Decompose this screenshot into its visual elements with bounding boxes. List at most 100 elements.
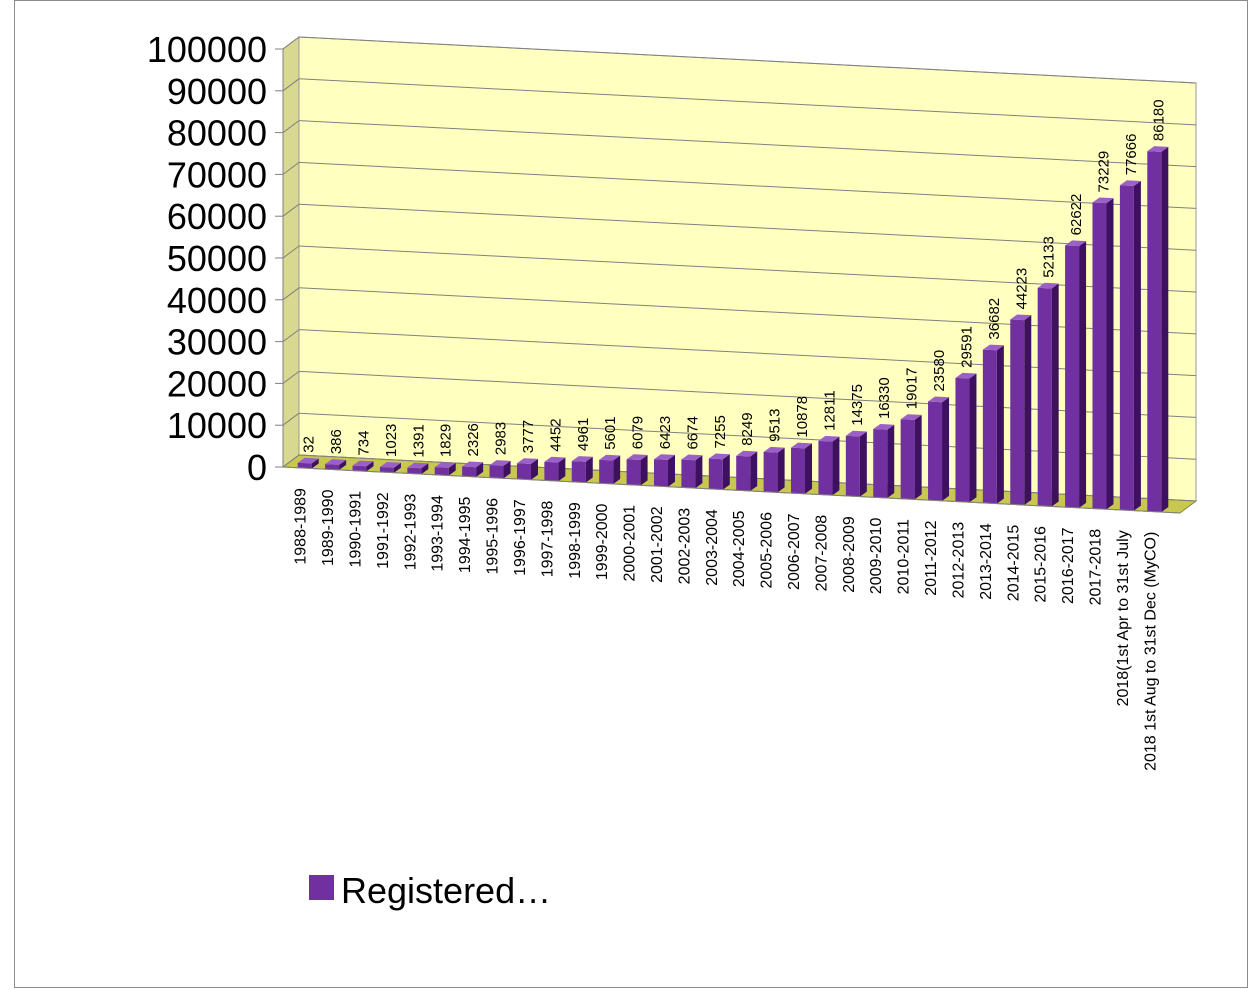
data-label: 32	[301, 436, 318, 453]
bar	[1065, 240, 1087, 508]
bar-front	[1092, 202, 1107, 510]
chart-frame: 32 386 734 1023 1391 1829 2326 2983 3777 4452 4961…	[14, 0, 1248, 988]
bar-top	[1119, 180, 1141, 187]
data-label: 52133	[1041, 236, 1058, 278]
bar-top	[379, 461, 401, 468]
bar	[708, 453, 730, 490]
bar-side	[969, 373, 977, 503]
bar-front	[845, 435, 860, 497]
data-label: 14375	[849, 384, 866, 426]
x-tick-label: 2012-2013	[950, 522, 967, 599]
bar-front	[352, 465, 367, 472]
gridline-side	[282, 36, 300, 50]
x-tick-label: 2018 1st Aug to 31st Dec (MyCO)	[1142, 532, 1159, 771]
bar-top	[900, 414, 922, 420]
data-label: 3777	[520, 420, 537, 453]
x-tick-label: 2003-2004	[704, 509, 721, 586]
bar-top	[736, 450, 758, 457]
bar	[818, 435, 840, 496]
bar-top	[955, 372, 977, 379]
bar-side	[393, 462, 401, 473]
gridline	[298, 120, 1197, 168]
bar	[653, 454, 675, 487]
bar-top	[928, 396, 950, 403]
bar-top	[873, 424, 895, 430]
bar-top	[653, 454, 675, 460]
bar-front	[571, 461, 586, 483]
x-tick-label: 2009-2010	[868, 518, 885, 595]
bar-front	[681, 459, 696, 489]
y-tick-label: 70000	[167, 154, 267, 195]
bar-front	[297, 462, 312, 469]
bar	[544, 456, 566, 482]
bar-front	[1119, 185, 1134, 511]
bar-front	[928, 401, 943, 501]
x-tick-label: 1997-1998	[539, 501, 556, 578]
bar	[516, 458, 538, 480]
x-tick-label: 2007-2008	[813, 515, 830, 592]
gridline-side	[282, 78, 300, 92]
y-tick-label: 90000	[167, 71, 267, 112]
bar-side	[558, 457, 566, 482]
bar-chart: 32 386 734 1023 1391 1829 2326 2983 3777 4452 4961…	[147, 29, 1198, 911]
bar-side	[777, 447, 785, 493]
bar	[626, 454, 648, 486]
bar-front	[653, 459, 668, 487]
bar-side	[722, 454, 730, 490]
bar-side	[832, 436, 840, 496]
bar-front	[516, 463, 531, 480]
bar-front	[407, 467, 422, 475]
bar-side	[1024, 315, 1032, 506]
bar	[763, 446, 785, 493]
bar-top	[325, 459, 347, 465]
bar-top	[516, 458, 538, 464]
bar-side	[585, 456, 593, 483]
data-label: 23580	[931, 350, 948, 392]
data-label: 86180	[1150, 99, 1167, 141]
x-tick-label: 2015-2016	[1033, 526, 1050, 603]
bar-top	[818, 435, 840, 442]
bar-top	[1147, 146, 1169, 152]
bar-top	[352, 460, 374, 467]
data-label: 6674	[684, 416, 701, 449]
gridline	[298, 36, 1197, 84]
x-tick-label: 2016-2017	[1060, 527, 1077, 604]
bar-side	[887, 424, 895, 499]
bars	[297, 146, 1169, 513]
bar-top	[1010, 314, 1032, 321]
x-tick-label: 1991-1992	[375, 492, 392, 569]
x-tick-label: 2006-2007	[786, 513, 803, 590]
bar-side	[996, 345, 1004, 504]
data-label: 9513	[767, 409, 784, 442]
bar	[873, 424, 895, 499]
bar-front	[489, 465, 504, 479]
data-label: 5601	[602, 416, 619, 449]
data-label: 10878	[794, 396, 811, 438]
y-tick-label: 10000	[167, 405, 267, 446]
bar-side	[311, 458, 319, 469]
bar-top	[681, 454, 703, 461]
bar-side	[1079, 241, 1087, 508]
x-tick-label: 2000-2001	[622, 505, 639, 582]
bar	[928, 396, 950, 501]
gridline-side	[282, 161, 300, 175]
legend-swatch	[309, 875, 334, 900]
data-label: 6423	[657, 416, 674, 449]
data-label: 7255	[712, 415, 729, 448]
x-tick-label: 1996-1997	[512, 499, 529, 576]
bar-side	[640, 454, 648, 486]
bar-side	[750, 451, 758, 491]
bar-front	[818, 440, 833, 496]
x-tick-label: 2010-2011	[896, 519, 913, 594]
bar-side	[1106, 198, 1114, 510]
bar	[1119, 180, 1141, 511]
bar-top	[544, 456, 566, 463]
x-tick-label: 1992-1993	[402, 494, 419, 571]
bar	[1037, 282, 1059, 507]
bar-side	[914, 414, 922, 500]
bar	[462, 461, 484, 477]
bar-front	[325, 464, 340, 470]
x-tick-label: 2018(1st Apr to 31st July	[1115, 530, 1132, 706]
bar-top	[434, 462, 456, 468]
bar	[599, 454, 621, 484]
